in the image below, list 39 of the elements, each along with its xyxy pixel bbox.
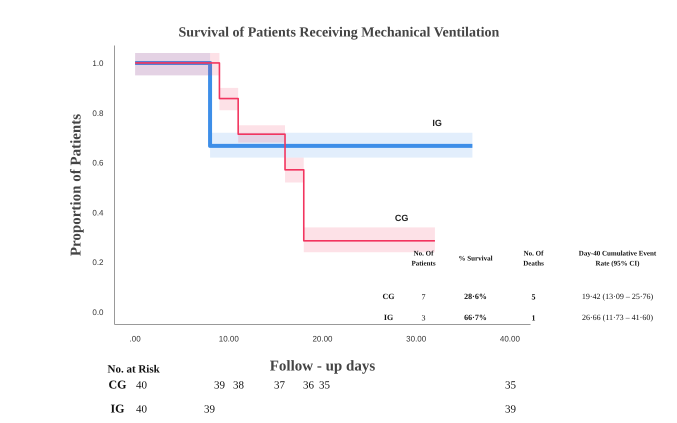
chart-title: Survival of Patients Receiving Mechanical Ventilation: [178, 26, 500, 40]
text: 39: [204, 404, 216, 416]
x-axis-title: Follow - up days: [270, 358, 376, 374]
text: 19·42 (13·09 – 25·76): [582, 292, 654, 301]
y-axis-title: Proportion of Patients: [68, 114, 84, 256]
series-label: CG: [394, 212, 408, 223]
annotation: IG: [384, 313, 394, 322]
text: 26·66 (11·73 – 41·60): [582, 313, 654, 322]
y-tick-label: 0.2: [92, 258, 104, 268]
text: 35: [319, 380, 330, 392]
y-tick-label: 0.6: [92, 158, 104, 168]
text: 40: [136, 404, 148, 416]
y-tick-label: 1.0: [92, 58, 104, 68]
y-tick-label: 0.8: [92, 108, 104, 118]
text: No. at Risk: [108, 364, 161, 376]
x-tick-label: 30.00: [406, 334, 427, 344]
text: 40: [136, 380, 148, 392]
x-tick-label: 40.00: [500, 334, 520, 344]
x-tick-label: 20.00: [312, 334, 334, 344]
x-tick-label: 10.00: [218, 334, 240, 344]
text: 35: [505, 380, 516, 392]
y-tick-label: 0.4: [92, 208, 104, 218]
text: 37: [274, 380, 286, 392]
text: IG: [110, 402, 125, 416]
text: 38: [233, 380, 244, 392]
text: CG: [108, 378, 126, 392]
series-label: IG: [432, 118, 442, 128]
text: 36: [303, 380, 314, 392]
annotation: CG: [382, 292, 394, 301]
text: 39: [214, 380, 226, 392]
annotation: 28·6%: [464, 292, 487, 301]
text: 39: [505, 404, 516, 416]
annotation: 7: [422, 292, 426, 302]
annotation: 66·7%: [464, 313, 487, 322]
annotation: 3: [422, 314, 426, 322]
y-tick-label: 0.0: [92, 308, 104, 318]
text: 1: [532, 314, 536, 322]
text: 5: [532, 292, 536, 302]
x-tick-label: .00: [130, 334, 142, 344]
